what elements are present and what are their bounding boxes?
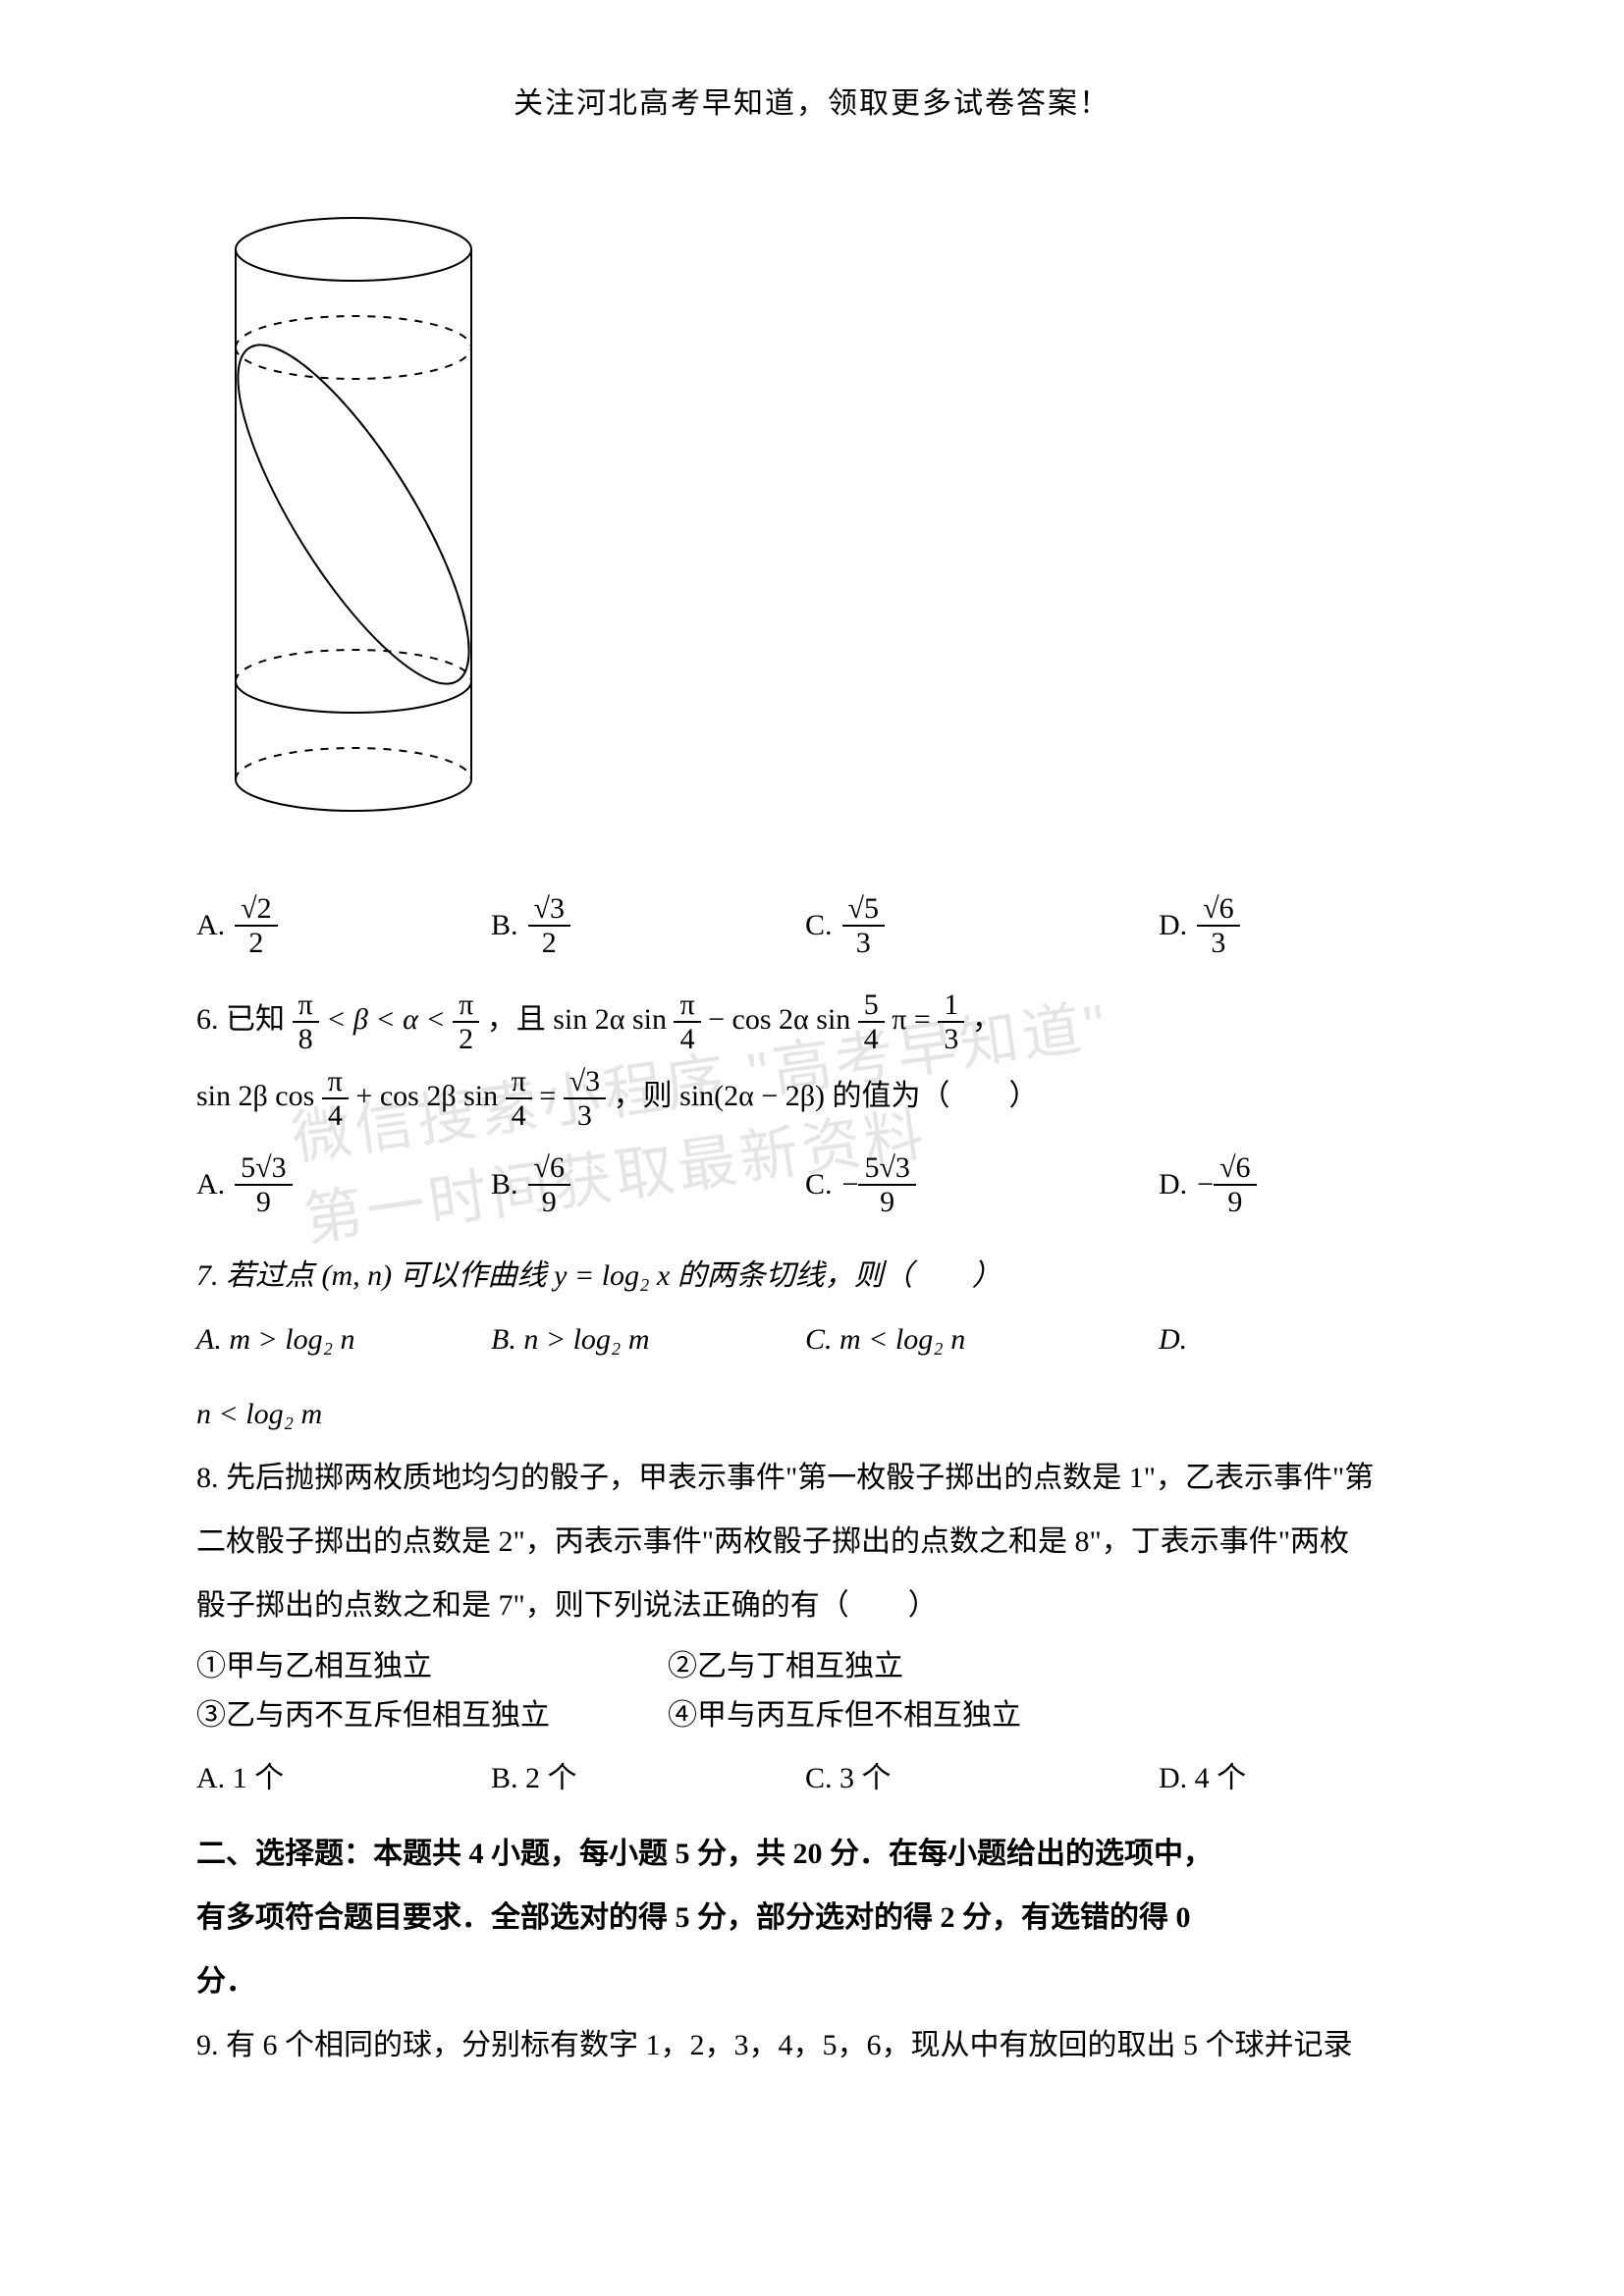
q7-tail: n < log₂ m bbox=[196, 1386, 1428, 1442]
q5-opt-c: C. √53 bbox=[805, 892, 1159, 959]
q8-stmt4: ④甲与丙互斥但不相互独立 bbox=[668, 1690, 1021, 1734]
q6-stem-line1: 6. 已知 π8 < β < α < π2 ，且 sin 2α sin π4 −… bbox=[196, 988, 1428, 1055]
q8-options: A. 1 个 B. 2 个 C. 3 个 D. 4 个 bbox=[196, 1753, 1428, 1796]
section2-line3: 分． bbox=[196, 1953, 1428, 2009]
section2-line2: 有多项符合题目要求．全部选对的得 5 分，部分选对的得 2 分，有选错的得 0 bbox=[196, 1890, 1428, 1946]
q8-stmt3: ③乙与丙不互斥但相互独立 bbox=[196, 1690, 668, 1734]
page-content: 关注河北高考早知道，领取更多试卷答案！ A. √22 bbox=[196, 0, 1428, 2081]
q8-line1: 8. 先后抛掷两枚质地均匀的骰子，甲表示事件"第一枚骰子掷出的点数是 1"，乙表… bbox=[196, 1450, 1428, 1506]
q8-stmt1: ①甲与乙相互独立 bbox=[196, 1641, 668, 1684]
q7-opt-c: C. m < log₂ n bbox=[805, 1323, 1159, 1357]
q8-stmt2: ②乙与丁相互独立 bbox=[668, 1641, 903, 1684]
q8-stmts-12: ①甲与乙相互独立 ②乙与丁相互独立 bbox=[196, 1641, 1428, 1684]
q6-opt-b: B. √69 bbox=[491, 1151, 805, 1218]
q8-opt-d: D. 4 个 bbox=[1159, 1753, 1246, 1796]
q8-line3: 骰子掷出的点数之和是 7"，则下列说法正确的有（ ） bbox=[196, 1577, 1428, 1633]
q7-opt-b: B. n > log₂ m bbox=[491, 1323, 805, 1357]
q8-line2: 二枚骰子掷出的点数是 2"，丙表示事件"两枚骰子掷出的点数之和是 8"，丁表示事… bbox=[196, 1514, 1428, 1570]
q5-options: A. √22 B. √32 C. √53 D. √63 bbox=[196, 892, 1428, 959]
opt-label-a: A. bbox=[196, 909, 225, 942]
q7-stem: 7. 若过点 (m, n) 可以作曲线 y = log₂ x 的两条切线，则（ … bbox=[196, 1248, 1428, 1304]
q8-stmts-34: ③乙与丙不互斥但相互独立 ④甲与丙互斥但不相互独立 bbox=[196, 1690, 1428, 1734]
q7-options: A. m > log₂ n B. n > log₂ m C. m < log₂ … bbox=[196, 1323, 1428, 1357]
q9-line1: 9. 有 6 个相同的球，分别标有数字 1，2，3，4，5，6，现从中有放回的取… bbox=[196, 2017, 1428, 2073]
q5-opt-d: D. √63 bbox=[1159, 892, 1240, 959]
q8-opt-b: B. 2 个 bbox=[491, 1753, 805, 1796]
q7-opt-d: D. bbox=[1159, 1323, 1187, 1357]
q5-opt-a: A. √22 bbox=[196, 892, 491, 959]
cylinder-svg bbox=[216, 200, 491, 828]
q8-opt-c: C. 3 个 bbox=[805, 1753, 1159, 1796]
q6-options: A. 5√39 B. √69 C. − 5√39 D. − √69 bbox=[196, 1151, 1428, 1218]
section2-line1: 二、选择题：本题共 4 小题，每小题 5 分，共 20 分．在每小题给出的选项中… bbox=[196, 1826, 1428, 1882]
q6-opt-c: C. − 5√39 bbox=[805, 1151, 1159, 1218]
cylinder-diagram bbox=[216, 200, 1428, 833]
q5-opt-b: B. √32 bbox=[491, 892, 805, 959]
page-header: 关注河北高考早知道，领取更多试卷答案！ bbox=[196, 79, 1428, 122]
q6-opt-d: D. − √69 bbox=[1159, 1151, 1257, 1218]
q6-stem-line2: sin 2β cos π4 + cos 2β sin π4 = √33 ，则 s… bbox=[196, 1065, 1428, 1132]
q7-opt-a: A. m > log₂ n bbox=[196, 1323, 491, 1357]
q6-opt-a: A. 5√39 bbox=[196, 1151, 491, 1218]
q8-opt-a: A. 1 个 bbox=[196, 1753, 491, 1796]
